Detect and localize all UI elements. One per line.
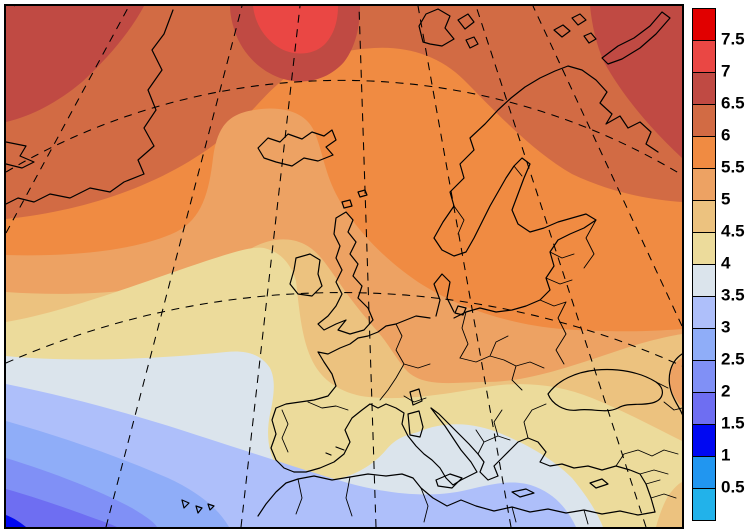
band-4.5-5-se-corner-patch [656, 482, 682, 527]
band-6.5-7-topleft [6, 6, 144, 122]
colorbar-tick-label: 3 [721, 317, 731, 337]
coastline-britain [317, 211, 374, 335]
coastline-iceland [257, 129, 337, 167]
coastline-balearics [325, 446, 345, 456]
colorbar-band-3.5-to-4 [692, 264, 716, 297]
border-segment [379, 311, 469, 403]
border-segment [295, 476, 589, 525]
graticule-meridian [417, 6, 512, 527]
colorbar-tick-label: 7.5 [721, 29, 745, 49]
coastline-north-africa [257, 473, 656, 517]
coastline-azores [181, 499, 215, 514]
coastline-sicily [435, 473, 463, 489]
map-panel [4, 4, 684, 529]
colorbar-band-3-to-3.5 [692, 296, 716, 329]
colorbar-band-2.5-to-3 [692, 328, 716, 361]
graticule-parallel [6, 292, 682, 367]
colorbar-tick-label: 0.5 [721, 477, 745, 497]
colorbar-band-2-to-2.5 [692, 360, 716, 393]
coastline-greenland [6, 9, 174, 205]
colorbar-band-4-to-4.5 [692, 232, 716, 265]
colorbar-band-6.5-to-7 [692, 72, 716, 105]
border-segment [539, 251, 575, 365]
colorbar-tick-label: 1 [721, 445, 731, 465]
band-7-7.5-core [253, 6, 338, 54]
coastline-arctic-islands [553, 13, 597, 44]
border-segment [281, 401, 349, 453]
colorbar [692, 8, 716, 521]
colorbar-band-below-0.5 [692, 488, 716, 521]
coastline-crete [511, 488, 535, 498]
colorbar-tick-label: 2.5 [721, 349, 745, 369]
country-borders [281, 165, 682, 525]
colorbar-tick-label: 7 [721, 61, 731, 81]
coastline-novaya-zemlya [601, 11, 671, 65]
colorbar-labels: 7.5 7 6.5 6 5.5 5 4.5 4 3.5 3 2.5 2 1.5 1 0.5 [721, 8, 749, 520]
colorbar-band-5-to-5.5 [692, 168, 716, 201]
map-canvas [6, 6, 682, 527]
band-1.5-2 [6, 489, 117, 527]
colorbar-tick-label: 4.5 [721, 221, 745, 241]
colorbar-tick-label: 3.5 [721, 285, 745, 305]
colorbar-band-6-to-6.5 [692, 104, 716, 137]
coastline-sardinia [407, 410, 424, 438]
graticule-parallel [6, 79, 682, 176]
coastline-norway [433, 65, 659, 239]
colorbar-band-0.5-to-1 [692, 456, 716, 489]
border-segment [459, 335, 545, 391]
graticule-meridian [475, 6, 647, 527]
colorbar-tick-label: 6.5 [721, 93, 745, 113]
coastline-baltic [433, 157, 597, 319]
coastline-scottish-isles [341, 189, 368, 209]
colorbar-tick-label: 2 [721, 381, 731, 401]
colorbar-tick-label: 5 [721, 189, 731, 209]
band-5-5.5-right-patch [669, 358, 682, 406]
coastline-caspian [668, 353, 682, 415]
graticule-meridian [532, 6, 682, 327]
colorbar-tick-label: 4 [721, 253, 731, 273]
colorbar-band-above-7.5 [692, 8, 716, 41]
coastline-mediterranean-north [293, 403, 478, 486]
colorbar-band-4.5-to-5 [692, 200, 716, 233]
graticule-meridian [240, 6, 301, 527]
coastline-svalbard [418, 8, 479, 49]
coastline-black-sea [547, 368, 663, 412]
colorbar-band-1-to-1.5 [692, 424, 716, 457]
graticule [6, 6, 682, 527]
graticule-meridian [105, 6, 243, 527]
colorbar-band-5.5-to-6 [692, 136, 716, 169]
border-segment [655, 381, 682, 411]
coastline-greenland-fjord [6, 141, 35, 169]
colorbar-band-1.5-to-2 [692, 392, 716, 425]
colorbar-tick-label: 6 [721, 125, 731, 145]
contour-bands [6, 6, 682, 527]
colorbar-tick-label: 1.5 [721, 413, 745, 433]
band-1-1.5-corner [6, 515, 26, 527]
border-segment [453, 165, 597, 269]
border-segment [475, 403, 547, 455]
coastline-denmark [433, 273, 467, 317]
colorbar-tick-label: 5.5 [721, 157, 745, 177]
colorbar-band-7-to-7.5 [692, 40, 716, 73]
coastline-ireland [289, 253, 323, 297]
border-segment [615, 449, 679, 499]
band-6.5-7-topright [590, 6, 682, 158]
coastline-cyprus [589, 478, 609, 489]
coastline-northsea-atlantic [270, 315, 431, 473]
